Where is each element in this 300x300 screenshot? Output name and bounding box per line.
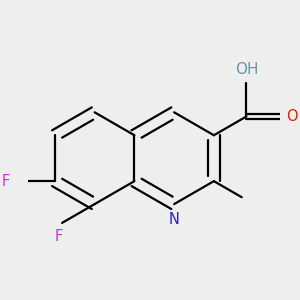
Text: OH: OH <box>235 62 258 77</box>
Text: F: F <box>55 230 63 244</box>
Text: F: F <box>2 174 10 189</box>
Text: O: O <box>286 109 298 124</box>
Text: N: N <box>169 212 180 227</box>
